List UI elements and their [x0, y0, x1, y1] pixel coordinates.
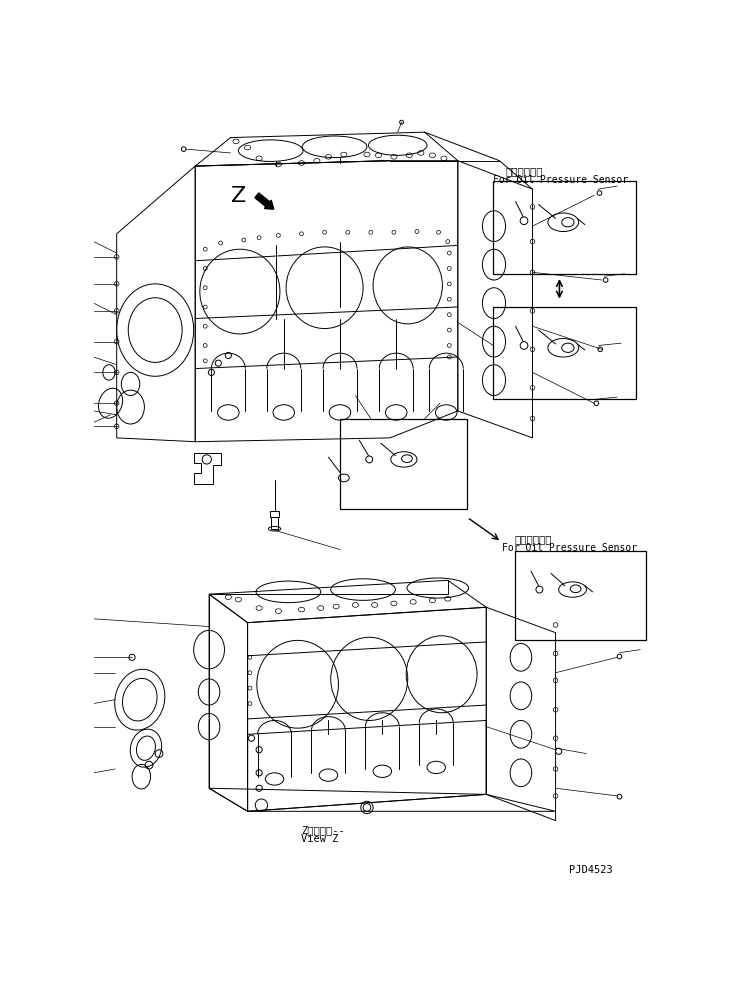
Text: 油圧センサ用: 油圧センサ用 [515, 534, 552, 544]
Bar [272, 518, 277, 528]
Bar [493, 307, 636, 399]
Text: For Oil Pressure Sensor: For Oil Pressure Sensor [501, 543, 637, 553]
Bar [515, 551, 646, 640]
Text: For Oil Pressure Sensor: For Oil Pressure Sensor [493, 176, 628, 185]
Text: Z　視　　--: Z 視 -- [302, 825, 345, 835]
Bar [340, 419, 467, 510]
Text: 油圧センサ用: 油圧センサ用 [506, 166, 543, 176]
Bar [270, 511, 279, 518]
FancyArrow shape [255, 193, 274, 209]
Text: Z: Z [230, 186, 246, 206]
Bar [493, 181, 636, 274]
Text: PJD4523: PJD4523 [570, 866, 613, 876]
Text: View Z: View Z [302, 834, 339, 844]
